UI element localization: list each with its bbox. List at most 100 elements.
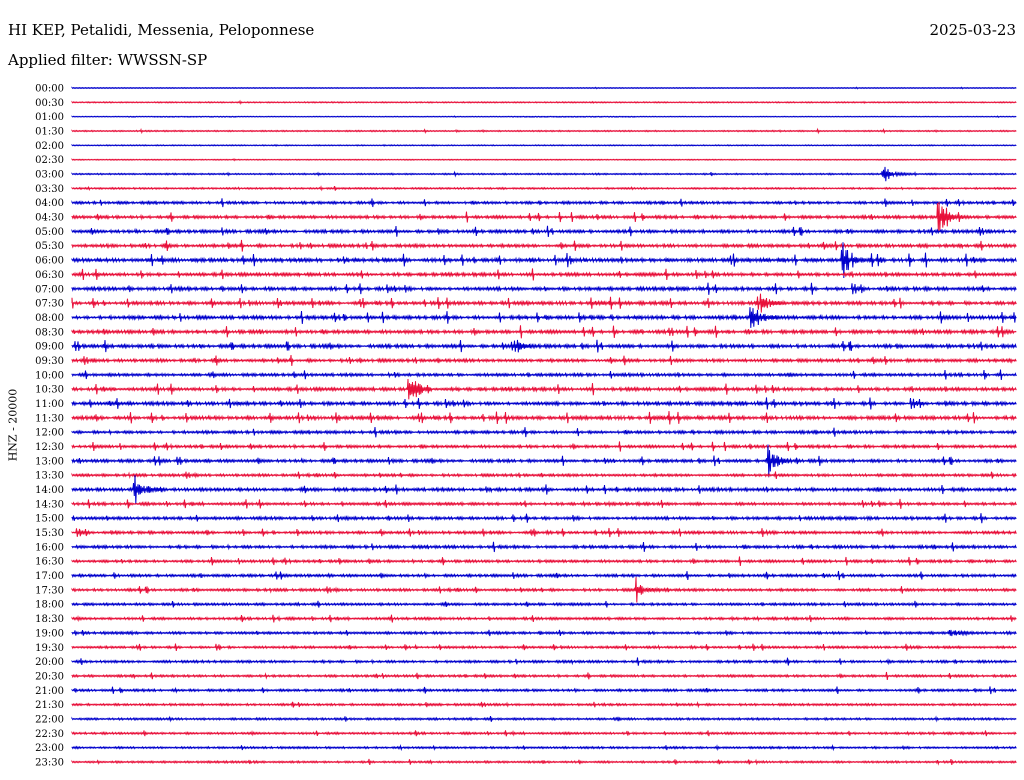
seismic-trace bbox=[71, 198, 1017, 208]
row-time-label: 17:00 bbox=[35, 571, 64, 582]
row-time-label: 03:00 bbox=[35, 170, 64, 181]
row-time-label: 07:00 bbox=[35, 284, 64, 295]
seismic-trace bbox=[71, 700, 1017, 709]
seismic-trace bbox=[71, 556, 1017, 566]
row-time-label: 09:30 bbox=[35, 356, 64, 367]
seismic-trace bbox=[71, 475, 1017, 504]
seismic-trace bbox=[71, 354, 1017, 366]
seismic-trace bbox=[71, 99, 1017, 105]
row-time-label: 22:00 bbox=[35, 714, 64, 725]
row-time-label: 08:30 bbox=[35, 327, 64, 338]
seismic-trace bbox=[71, 541, 1017, 553]
seismic-trace bbox=[71, 730, 1017, 737]
row-time-label: 15:00 bbox=[35, 514, 64, 525]
row-time-label: 07:30 bbox=[35, 299, 64, 310]
seismic-trace bbox=[71, 427, 1017, 438]
row-time-label: 14:30 bbox=[35, 499, 64, 510]
row-time-label: 03:30 bbox=[35, 184, 64, 195]
row-time-label: 18:00 bbox=[35, 600, 64, 611]
row-time-label: 19:30 bbox=[35, 643, 64, 654]
seismic-trace bbox=[71, 686, 1017, 695]
row-time-label: 04:30 bbox=[35, 213, 64, 224]
seismic-trace bbox=[71, 629, 1017, 637]
seismic-trace bbox=[71, 115, 1017, 119]
seismic-trace bbox=[71, 127, 1017, 135]
seismic-trace bbox=[71, 577, 1017, 603]
seismic-trace bbox=[71, 657, 1017, 666]
row-time-label: 10:30 bbox=[35, 385, 64, 396]
row-time-label: 00:00 bbox=[35, 84, 64, 95]
seismic-trace bbox=[71, 239, 1017, 252]
seismic-trace bbox=[71, 293, 1017, 313]
seismic-trace bbox=[71, 715, 1017, 723]
row-time-label: 00:30 bbox=[35, 98, 64, 109]
seismic-trace bbox=[71, 225, 1017, 238]
seismic-trace bbox=[71, 268, 1017, 281]
row-time-label: 05:30 bbox=[35, 241, 64, 252]
seismic-trace bbox=[71, 378, 1017, 400]
row-time-label: 02:30 bbox=[35, 155, 64, 166]
date-label: 2025-03-23 bbox=[929, 21, 1016, 39]
seismic-trace bbox=[71, 744, 1017, 752]
seismic-trace bbox=[71, 758, 1017, 766]
row-time-label: 11:30 bbox=[35, 413, 64, 424]
seismic-trace bbox=[71, 143, 1017, 147]
station-title: HI KEP, Petalidi, Messenia, Peloponnese bbox=[8, 21, 315, 39]
seismic-trace bbox=[71, 157, 1017, 162]
row-time-label: 17:30 bbox=[35, 585, 64, 596]
seismic-trace bbox=[71, 614, 1017, 623]
seismic-trace bbox=[71, 411, 1017, 425]
row-time-label: 08:00 bbox=[35, 313, 64, 324]
row-time-label: 16:30 bbox=[35, 557, 64, 568]
row-time-label: 22:30 bbox=[35, 729, 64, 740]
seismic-trace bbox=[71, 166, 1017, 182]
row-time-label: 15:30 bbox=[35, 528, 64, 539]
row-time-label: 13:30 bbox=[35, 471, 64, 482]
row-time-label: 20:00 bbox=[35, 657, 64, 668]
row-time-label: 04:00 bbox=[35, 198, 64, 209]
row-time-label: 23:00 bbox=[35, 743, 64, 754]
row-time-label: 12:00 bbox=[35, 428, 64, 439]
seismic-trace bbox=[71, 185, 1017, 192]
seismic-trace bbox=[71, 498, 1017, 509]
row-time-label: 19:00 bbox=[35, 628, 64, 639]
seismic-trace bbox=[71, 86, 1017, 90]
row-time-label: 01:00 bbox=[35, 112, 64, 123]
row-time-label: 05:00 bbox=[35, 227, 64, 238]
row-time-label: 11:00 bbox=[35, 399, 64, 410]
seismic-trace bbox=[71, 441, 1017, 452]
seismic-trace bbox=[71, 201, 1017, 233]
seismic-trace bbox=[71, 600, 1017, 608]
row-time-label: 14:00 bbox=[35, 485, 64, 496]
row-time-label: 06:00 bbox=[35, 256, 64, 267]
row-time-label: 13:00 bbox=[35, 456, 64, 467]
row-time-label: 20:30 bbox=[35, 671, 64, 682]
seismic-trace bbox=[71, 339, 1017, 353]
seismic-trace bbox=[71, 397, 1017, 410]
row-time-label: 16:00 bbox=[35, 542, 64, 553]
seismic-trace bbox=[71, 242, 1017, 279]
row-time-label: 12:30 bbox=[35, 442, 64, 453]
filter-label: Applied filter: WWSSN-SP bbox=[8, 51, 208, 69]
seismic-trace bbox=[71, 369, 1017, 381]
seismic-trace bbox=[71, 471, 1017, 480]
row-time-label: 23:30 bbox=[35, 757, 64, 768]
row-time-label: 18:30 bbox=[35, 614, 64, 625]
seismic-trace bbox=[71, 444, 1017, 478]
row-time-label: 06:30 bbox=[35, 270, 64, 281]
row-time-label: 02:00 bbox=[35, 141, 64, 152]
row-time-label: 10:00 bbox=[35, 370, 64, 381]
row-time-label: 21:00 bbox=[35, 686, 64, 697]
seismic-trace bbox=[71, 282, 1017, 295]
seismic-trace bbox=[71, 527, 1017, 538]
seismic-trace bbox=[71, 307, 1017, 328]
row-time-label: 09:00 bbox=[35, 342, 64, 353]
seismic-trace bbox=[71, 570, 1017, 581]
seismic-trace bbox=[71, 325, 1017, 339]
seismic-trace bbox=[71, 643, 1017, 651]
row-time-label: 01:30 bbox=[35, 127, 64, 138]
seismic-trace bbox=[71, 513, 1017, 524]
seismic-trace bbox=[71, 671, 1017, 680]
row-time-label: 21:30 bbox=[35, 700, 64, 711]
